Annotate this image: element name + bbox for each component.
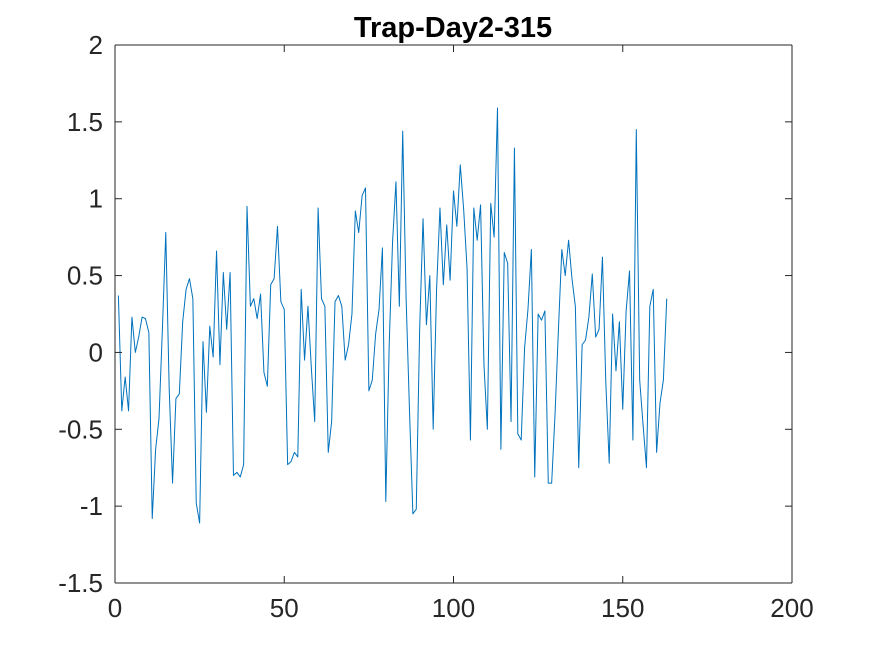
y-tick-label: -1 bbox=[80, 491, 103, 521]
y-tick-label: 1 bbox=[89, 184, 103, 214]
y-tick-label: -0.5 bbox=[58, 414, 103, 444]
x-tick-label: 200 bbox=[770, 593, 813, 623]
x-tick-label: 100 bbox=[432, 593, 475, 623]
x-tick-label: 150 bbox=[601, 593, 644, 623]
y-tick-label: -1.5 bbox=[58, 568, 103, 598]
y-tick-label: 0.5 bbox=[67, 261, 103, 291]
y-tick-label: 1.5 bbox=[67, 107, 103, 137]
series-line-0 bbox=[117, 107, 668, 524]
chart-title: Trap-Day2-315 bbox=[354, 12, 552, 44]
tick-layer: 0 50 100 150 200 -1.5 -1 -0.5 0 0.5 1 1.5 2 bbox=[58, 30, 814, 623]
x-tick-label: 0 bbox=[108, 593, 122, 623]
y-tick-label: 2 bbox=[89, 30, 103, 60]
x-tick-label: 50 bbox=[270, 593, 299, 623]
y-tick-label: 0 bbox=[89, 337, 103, 367]
series-layer bbox=[117, 107, 668, 524]
plot-area bbox=[115, 45, 792, 583]
